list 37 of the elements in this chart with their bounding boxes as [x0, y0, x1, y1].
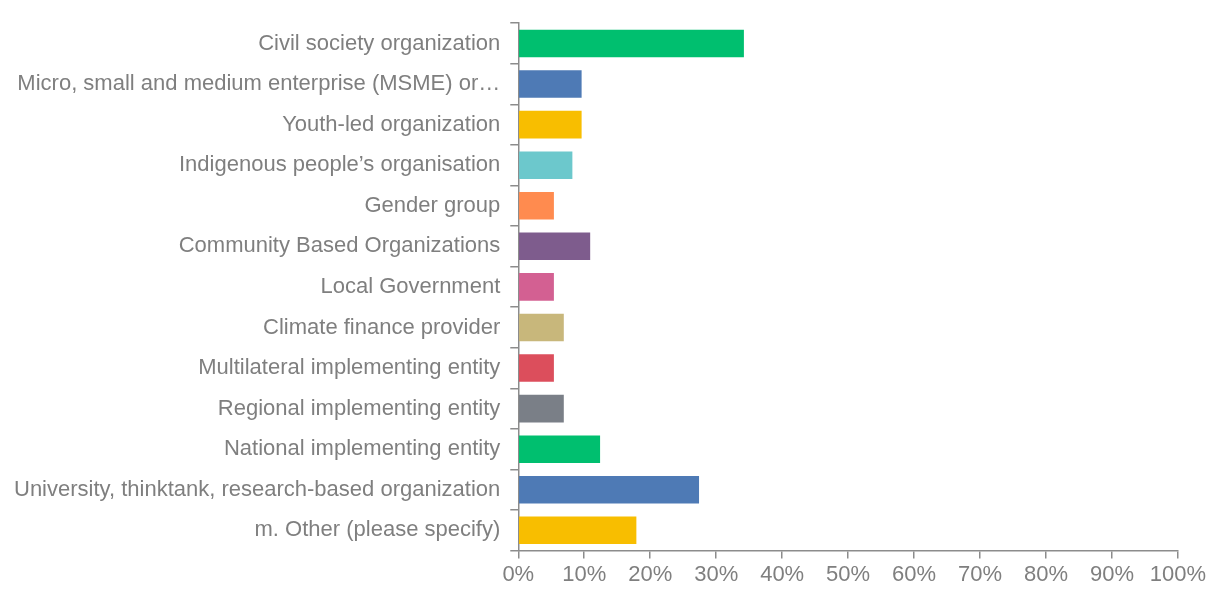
bar [519, 191, 554, 220]
y-tick-label: National implementing entity [223, 435, 501, 461]
x-tick-label: 80% [1024, 560, 1069, 586]
y-tick-label: Multilateral implementing entity [198, 354, 501, 380]
x-tick-label: 0% [502, 560, 535, 586]
bar [519, 435, 601, 463]
y-tick-label: Indigenous people’s organisation [178, 151, 501, 177]
bar [519, 151, 573, 179]
x-tick-label: 10% [562, 560, 607, 586]
bar [519, 516, 637, 545]
x-tick-label: 70% [958, 560, 1003, 586]
y-tick-label: University, thinktank, research-based organization [14, 475, 501, 501]
bar [519, 354, 554, 382]
y-tick-label: Climate finance provider [263, 313, 501, 339]
y-tick-label: Gender group [364, 191, 501, 217]
bar [519, 475, 700, 504]
bar [519, 232, 591, 261]
bar [519, 29, 744, 58]
x-tick-label: 90% [1090, 560, 1135, 586]
y-tick-label: Community Based Organizations [178, 232, 501, 258]
x-tick-label: 50% [826, 560, 871, 586]
x-tick-label: 100% [1149, 560, 1207, 586]
x-tick-label: 20% [628, 560, 673, 586]
bar [519, 70, 582, 98]
bar [519, 313, 564, 342]
x-tick-label: 60% [892, 560, 937, 586]
y-tick-label: Local Government [320, 272, 501, 298]
y-tick-label: m. Other (please specify) [254, 516, 501, 542]
y-tick-label: Civil society organization [258, 29, 501, 55]
bar [519, 394, 564, 423]
x-tick-label: 30% [694, 560, 739, 586]
y-tick-label: Regional implementing entity [217, 394, 501, 420]
y-tick-label: Micro, small and medium enterprise (MSME) or… [17, 70, 501, 96]
bar [519, 110, 582, 139]
x-tick-label: 40% [760, 560, 805, 586]
bar [519, 273, 554, 301]
y-tick-label: Youth-led organization [282, 110, 501, 136]
